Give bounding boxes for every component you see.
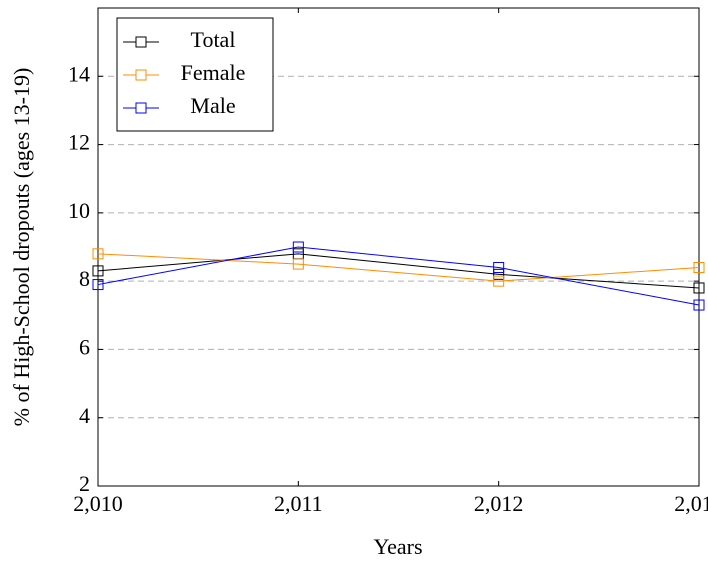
y-tick-label: 6 <box>79 334 90 359</box>
marker <box>92 279 104 291</box>
legend-marker <box>135 69 147 81</box>
y-tick-label: 2 <box>79 471 90 496</box>
marker <box>92 265 104 277</box>
series-line <box>97 253 700 289</box>
plot-frame <box>97 7 700 487</box>
y-axis-label: % of High-School dropouts (ages 13-19) <box>9 68 34 427</box>
legend-marker <box>135 36 147 48</box>
marker <box>292 258 304 270</box>
y-tick-label: 10 <box>68 198 90 223</box>
legend-label: Male <box>190 93 235 118</box>
marker <box>693 261 705 273</box>
marker <box>493 261 505 273</box>
x-tick-label: 2,013 <box>674 491 708 516</box>
x-tick-label: 2,011 <box>274 491 323 516</box>
y-tick-label: 14 <box>68 61 90 86</box>
series-line <box>97 246 700 306</box>
x-tick-label: 2,010 <box>73 491 123 516</box>
x-tick-label: 2,012 <box>474 491 524 516</box>
marker <box>493 268 505 280</box>
marker <box>292 241 304 253</box>
y-tick-label: 8 <box>79 266 90 291</box>
series-line <box>97 253 700 282</box>
legend-label: Total <box>191 27 236 52</box>
marker <box>693 282 705 294</box>
y-tick-label: 12 <box>68 130 90 155</box>
marker <box>493 275 505 287</box>
y-tick-label: 4 <box>79 403 90 428</box>
legend-label: Female <box>181 60 246 85</box>
legend-marker <box>135 102 147 114</box>
x-axis-label: Years <box>373 534 422 559</box>
marker <box>693 299 705 311</box>
marker <box>92 248 104 260</box>
